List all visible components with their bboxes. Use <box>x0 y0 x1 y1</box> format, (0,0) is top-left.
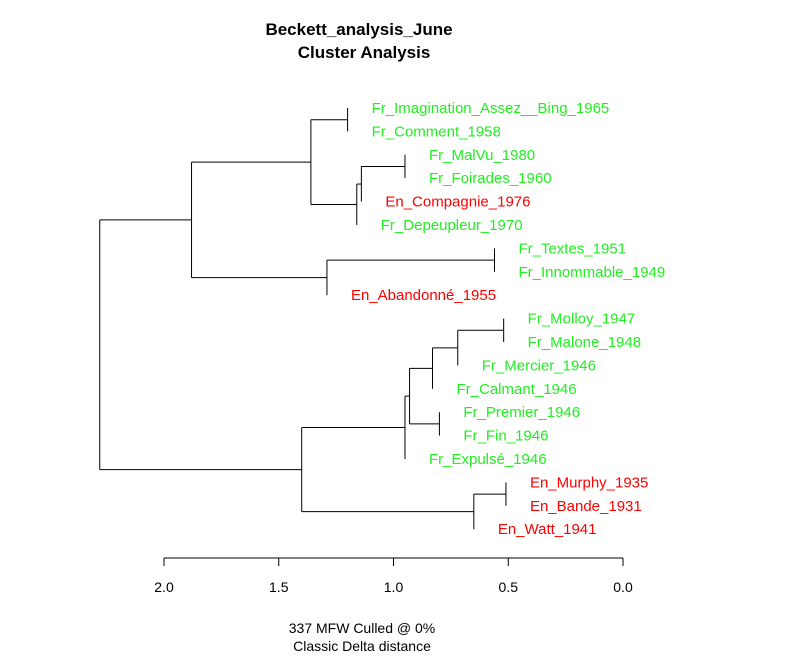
leaf-label: En_Compagnie_1976 <box>385 194 530 211</box>
x-tick-label: 1.5 <box>269 579 289 595</box>
leaf-label: En_Bande_1931 <box>530 498 642 515</box>
x-tick-label: 1.0 <box>384 579 404 595</box>
leaf-label: Fr_Imagination_Assez__Bing_1965 <box>372 100 610 117</box>
x-axis: 2.0 1.5 1.0 0.5 0.0 <box>154 557 633 595</box>
leaf-label: Fr_Innommable_1949 <box>518 264 665 281</box>
leaf-label: Fr_Mercier_1946 <box>482 357 596 374</box>
leaf-labels: Fr_Imagination_Assez__Bing_1965 Fr_Commen… <box>351 100 665 538</box>
leaf-label: Fr_Calmant_1946 <box>457 381 577 398</box>
x-tick-label: 0.0 <box>613 579 633 595</box>
x-axis-ticks: 2.0 1.5 1.0 0.5 0.0 <box>154 558 633 595</box>
leaf-label: Fr_Malone_1948 <box>528 334 641 351</box>
leaf-label: En_Watt_1941 <box>498 521 597 538</box>
leaf-label: Fr_Premier_1946 <box>463 404 580 421</box>
leaf-label: Fr_Comment_1958 <box>372 123 501 140</box>
chart-subtitle: Cluster Analysis <box>298 43 431 62</box>
leaf-label: En_Murphy_1935 <box>530 474 648 491</box>
leaf-label: En_Abandonné_1955 <box>351 287 496 304</box>
x-tick-label: 0.5 <box>499 579 519 595</box>
distance-label: Classic Delta distance <box>293 638 431 654</box>
chart-title: Beckett_analysis_June <box>265 20 452 39</box>
x-tick-label: 2.0 <box>154 579 174 595</box>
leaf-label: Fr_Expulsé_1946 <box>429 451 547 468</box>
leaf-label: Fr_Fin_1946 <box>463 428 548 445</box>
leaf-label: Fr_Depeupleur_1970 <box>381 217 523 234</box>
leaf-label: Fr_MalVu_1980 <box>429 147 535 164</box>
leaf-label: Fr_Textes_1951 <box>518 240 626 257</box>
dendrogram-branches <box>99 108 507 530</box>
x-axis-label: 337 MFW Culled @ 0% <box>289 620 435 636</box>
leaf-label: Fr_Foirades_1960 <box>429 170 552 187</box>
leaf-label: Fr_Molloy_1947 <box>528 311 636 328</box>
